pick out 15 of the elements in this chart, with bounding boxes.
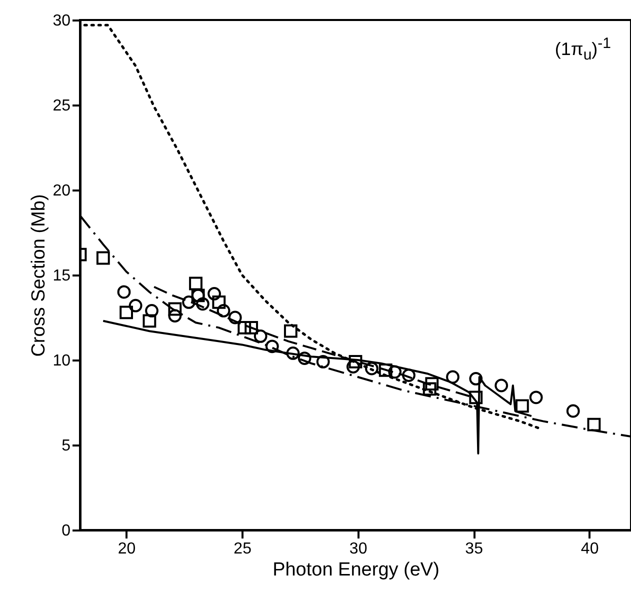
y-tick-label: 30 — [52, 12, 71, 30]
y-axis-title: Cross Section (Mb) — [28, 194, 50, 357]
x-tick-label: 25 — [234, 540, 252, 558]
y-tick-label: 0 — [62, 522, 71, 540]
y-tick-label: 20 — [52, 182, 71, 200]
x-axis-title: Photon Energy (eV) — [272, 560, 440, 580]
x-tick-label: 35 — [465, 540, 484, 558]
x-tick-label: 40 — [580, 540, 599, 558]
y-tick-label: 25 — [52, 98, 71, 114]
y-tick-label: 5 — [62, 438, 71, 454]
x-tick-label: 30 — [349, 540, 368, 558]
x-tick-label: 20 — [118, 540, 136, 558]
y-tick-label: 15 — [52, 268, 71, 284]
annotation: (1π$_{u}$)$^{-1}$ — [554, 35, 611, 64]
y-tick-label: 10 — [52, 352, 71, 370]
